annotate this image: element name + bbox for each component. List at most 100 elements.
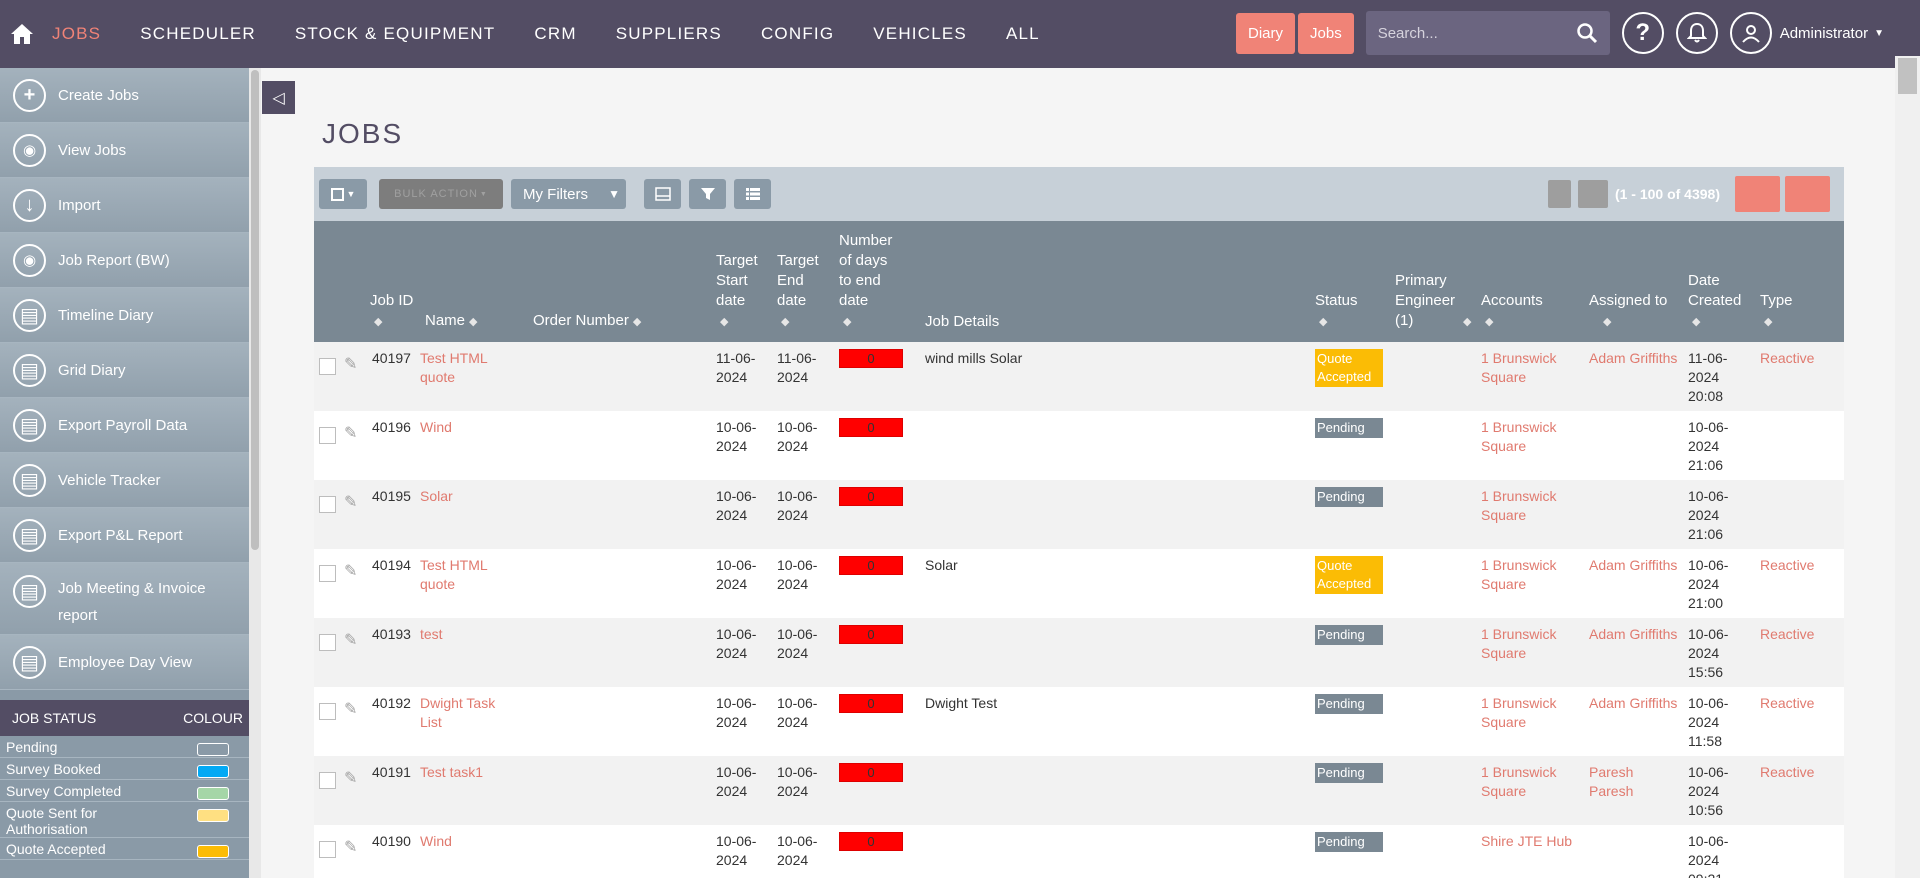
table-row[interactable]: ✎ 40195 Solar 10-06-2024 10-06-2024 0 Pending 1… (314, 480, 1844, 549)
sidebar-item-employee-day-view[interactable]: ▤ Employee Day View (0, 635, 249, 690)
cell-name[interactable]: Wind (420, 825, 528, 878)
sort-icon[interactable]: ◆ (632, 316, 642, 328)
cell-assigned-to[interactable]: Adam Griffiths (1584, 342, 1682, 411)
assigned-to-link[interactable]: Adam Griffiths (1589, 350, 1678, 366)
sidebar-item-timeline-diary[interactable]: ▤ Timeline Diary (0, 288, 249, 343)
cell-assigned-to[interactable] (1584, 411, 1682, 480)
job-name-link[interactable]: Test HTML quote (420, 350, 488, 385)
pencil-icon[interactable]: ✎ (344, 563, 358, 580)
nav-item-config[interactable]: CONFIG (760, 24, 835, 43)
job-type-link[interactable]: Reactive (1760, 626, 1815, 642)
list-view-icon[interactable] (734, 179, 771, 209)
cell-type[interactable]: Reactive (1754, 549, 1844, 618)
cell-name[interactable]: Dwight Task List (420, 687, 528, 756)
table-row[interactable]: ✎ 40191 Test task1 10-06-2024 10-06-2024 0 Pen… (314, 756, 1844, 825)
col-job-id[interactable]: Job ID ◆ (370, 221, 420, 342)
cell-accounts[interactable]: 1 Brunswick Square (1473, 342, 1584, 411)
sort-icon[interactable]: ◆ (843, 316, 852, 328)
cell-select[interactable] (314, 756, 344, 825)
job-type-link[interactable]: Reactive (1760, 695, 1815, 711)
search-icon[interactable] (1576, 22, 1598, 44)
row-checkbox[interactable] (319, 703, 336, 720)
bulk-action-button[interactable]: BULK ACTION ▼ (379, 179, 503, 209)
pencil-icon[interactable]: ✎ (344, 839, 358, 856)
sidebar-item-export-payroll-data[interactable]: ▤ Export Payroll Data (0, 398, 249, 453)
job-type-link[interactable]: Reactive (1760, 764, 1815, 780)
col-target-start[interactable]: Target Start date ◆ (716, 221, 777, 342)
cell-edit[interactable]: ✎ (344, 411, 370, 480)
cell-edit[interactable]: ✎ (344, 756, 370, 825)
nav-item-all[interactable]: ALL (1005, 24, 1040, 43)
col-type[interactable]: Type ◆ (1754, 221, 1844, 342)
cell-edit[interactable]: ✎ (344, 342, 370, 411)
assigned-to-link[interactable]: Paresh Paresh (1589, 764, 1634, 799)
home-icon[interactable] (2, 0, 42, 68)
nav-item-vehicles[interactable]: VEHICLES (873, 24, 967, 43)
row-checkbox[interactable] (319, 772, 336, 789)
pencil-icon[interactable]: ✎ (344, 425, 358, 442)
cell-assigned-to[interactable]: Adam Griffiths (1584, 687, 1682, 756)
job-name-link[interactable]: Test HTML quote (420, 557, 488, 592)
job-name-link[interactable]: Solar (420, 488, 453, 504)
row-checkbox[interactable] (319, 358, 336, 375)
nav-item-suppliers[interactable]: SUPPLIERS (615, 24, 722, 43)
select-all-dropdown[interactable]: ▼ (319, 179, 367, 209)
cell-type[interactable] (1754, 825, 1844, 878)
table-row[interactable]: ✎ 40193 test 10-06-2024 10-06-2024 0 Pending 1 … (314, 618, 1844, 687)
row-checkbox[interactable] (319, 565, 336, 582)
nav-item-stock-equipment[interactable]: STOCK & EQUIPMENT (294, 24, 496, 43)
job-name-link[interactable]: test (420, 626, 443, 642)
table-row[interactable]: ✎ 40194 Test HTML quote 10-06-2024 10-06-202… (314, 549, 1844, 618)
cell-assigned-to[interactable]: Paresh Paresh (1584, 756, 1682, 825)
cell-assigned-to[interactable] (1584, 480, 1682, 549)
cell-type[interactable]: Reactive (1754, 618, 1844, 687)
cell-name[interactable]: Solar (420, 480, 528, 549)
col-name[interactable]: Name ◆ (420, 221, 528, 342)
jobs-button[interactable]: Jobs (1298, 12, 1354, 54)
col-primary-engineer[interactable]: Primary Engineer (1) ◆ (1395, 221, 1473, 342)
pencil-icon[interactable]: ✎ (344, 770, 358, 787)
cell-edit[interactable]: ✎ (344, 480, 370, 549)
sort-icon[interactable]: ◆ (1319, 316, 1328, 328)
cell-select[interactable] (314, 618, 344, 687)
user-avatar-icon[interactable] (1729, 12, 1772, 54)
cell-accounts[interactable]: 1 Brunswick Square (1473, 756, 1584, 825)
nav-item-crm[interactable]: CRM (534, 24, 577, 43)
next-page-button[interactable] (1735, 176, 1780, 212)
sidebar-item-export-p-l-report[interactable]: ▤ Export P&L Report (0, 508, 249, 563)
table-row[interactable]: ✎ 40190 Wind 10-06-2024 10-06-2024 0 Pending Sh… (314, 825, 1844, 878)
sort-icon[interactable]: ◆ (720, 316, 729, 328)
cell-name[interactable]: Test task1 (420, 756, 528, 825)
nav-item-scheduler[interactable]: SCHEDULER (140, 24, 256, 43)
cell-select[interactable] (314, 411, 344, 480)
cell-type[interactable] (1754, 411, 1844, 480)
cell-type[interactable]: Reactive (1754, 756, 1844, 825)
col-days-to-end[interactable]: Number of days to end date ◆ (839, 221, 913, 342)
cell-edit[interactable]: ✎ (344, 618, 370, 687)
my-filters-dropdown[interactable]: My Filters ▼ (511, 179, 626, 209)
pencil-icon[interactable]: ✎ (344, 632, 358, 649)
cell-type[interactable]: Reactive (1754, 342, 1844, 411)
row-checkbox[interactable] (319, 496, 336, 513)
cell-select[interactable] (314, 549, 344, 618)
sort-icon[interactable]: ◆ (469, 316, 478, 328)
cell-accounts[interactable]: 1 Brunswick Square (1473, 411, 1584, 480)
last-page-button[interactable] (1785, 176, 1830, 212)
table-row[interactable]: ✎ 40196 Wind 10-06-2024 10-06-2024 0 Pending 1 … (314, 411, 1844, 480)
page-scrollbar[interactable] (1895, 56, 1920, 878)
sidebar-item-job-report-bw[interactable]: ◉ Job Report (BW) (0, 233, 249, 288)
sidebar-item-vehicle-tracker[interactable]: ▤ Vehicle Tracker (0, 453, 249, 508)
col-order-number[interactable]: Order Number ◆ (528, 221, 716, 342)
help-icon[interactable]: ? (1621, 12, 1664, 54)
sidebar-scrollbar-thumb[interactable] (251, 70, 259, 550)
account-link[interactable]: 1 Brunswick Square (1481, 626, 1557, 661)
cell-select[interactable] (314, 825, 344, 878)
account-link[interactable]: 1 Brunswick Square (1481, 419, 1557, 454)
sidebar-item-job-meeting-invoice-report[interactable]: ▤ Job Meeting & Invoice report (0, 563, 249, 635)
sort-icon[interactable]: ◆ (1692, 316, 1701, 328)
cell-name[interactable]: test (420, 618, 528, 687)
job-name-link[interactable]: Wind (420, 419, 452, 435)
cell-assigned-to[interactable]: Adam Griffiths (1584, 549, 1682, 618)
account-link[interactable]: 1 Brunswick Square (1481, 350, 1557, 385)
sort-icon[interactable]: ◆ (374, 316, 383, 328)
